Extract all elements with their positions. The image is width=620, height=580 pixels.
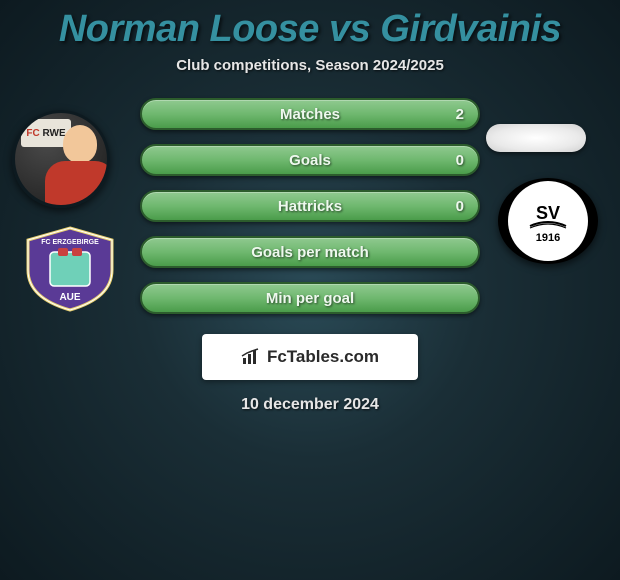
stat-value: 0 xyxy=(456,152,464,169)
stat-bars: Matches 2 Goals 0 Hattricks 0 Goals per … xyxy=(140,98,480,314)
svg-text:AUE: AUE xyxy=(59,292,80,303)
stat-bar-matches: Matches 2 xyxy=(140,98,480,130)
stat-label: Goals per match xyxy=(251,244,369,261)
date-text: 10 december 2024 xyxy=(0,396,620,414)
avatar-head xyxy=(63,125,97,163)
stat-label: Goals xyxy=(289,152,331,169)
brand-box: FcTables.com xyxy=(202,334,418,380)
club-badge-right: SANDHAUSEN SV 1916 xyxy=(498,178,598,264)
avatar-body xyxy=(45,161,110,208)
brand-text: FcTables.com xyxy=(267,347,379,367)
stat-label: Hattricks xyxy=(278,198,342,215)
stat-bar-goals-per-match: Goals per match xyxy=(140,236,480,268)
badge-fc: FC xyxy=(26,128,39,139)
stat-value: 0 xyxy=(456,198,464,215)
player-avatar-right-placeholder xyxy=(486,124,586,152)
stat-value: 2 xyxy=(456,106,464,123)
stat-label: Matches xyxy=(280,106,340,123)
svg-text:FC ERZGEBIRGE: FC ERZGEBIRGE xyxy=(41,239,99,246)
stat-bar-hattricks: Hattricks 0 xyxy=(140,190,480,222)
club-right-year: 1916 xyxy=(536,232,560,244)
badge-rwe: RWE xyxy=(42,128,65,139)
chart-icon xyxy=(241,348,261,366)
club-badge-left: FC ERZGEBIRGE AUE xyxy=(20,226,120,312)
player-avatar-left: FC RWE xyxy=(12,110,110,208)
subtitle: Club competitions, Season 2024/2025 xyxy=(0,57,620,74)
stat-bar-goals: Goals 0 xyxy=(140,144,480,176)
stat-label: Min per goal xyxy=(266,290,354,307)
page-title: Norman Loose vs Girdvainis xyxy=(0,0,620,51)
stat-bar-min-per-goal: Min per goal xyxy=(140,282,480,314)
